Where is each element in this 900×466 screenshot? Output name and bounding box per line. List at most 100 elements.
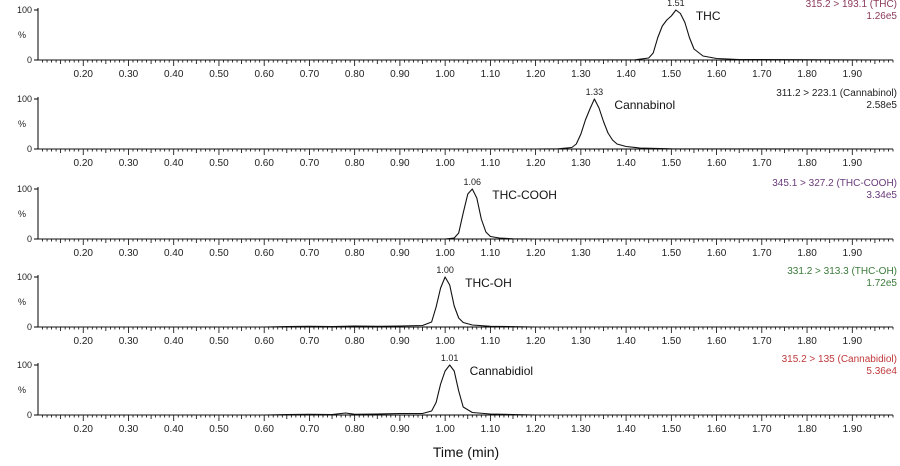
x-tick-label: 0.40 (164, 69, 184, 80)
compound-name-label: Cannabidiol (470, 364, 533, 378)
x-tick-label: 1.70 (752, 158, 772, 169)
x-tick-label: 1.20 (526, 248, 546, 259)
compound-name-label: Cannabinol (614, 98, 675, 112)
mrm-transition-label: 331.2 > 313.3 (THC-OH) (787, 266, 897, 277)
x-tick-label: 1.20 (526, 424, 546, 435)
x-tick-label: 0.50 (209, 424, 229, 435)
x-tick-label: 0.20 (74, 336, 94, 347)
x-tick-label: 1.40 (616, 336, 636, 347)
x-tick-label: 0.70 (300, 248, 320, 259)
x-tick-label: 1.20 (526, 336, 546, 347)
x-tick-label: 1.30 (571, 336, 591, 347)
x-tick-label: 0.30 (119, 424, 139, 435)
chromatogram-trace-cannabinol (38, 98, 894, 150)
y-axis-percent-label: % (18, 297, 26, 307)
x-tick-label: 1.10 (481, 336, 501, 347)
x-tick-label: 0.30 (119, 248, 139, 259)
peak-retention-label: 1.06 (464, 177, 482, 187)
y-tick-label-0: 0 (27, 55, 32, 65)
x-tick-label: 1.30 (571, 69, 591, 80)
compound-name-label: THC-COOH (492, 188, 557, 202)
mrm-transition-label: 315.2 > 193.1 (THC) (806, 0, 897, 10)
x-tick-label: 1.50 (662, 69, 682, 80)
x-tick-label: 1.00 (435, 248, 455, 259)
y-tick-label-100: 100 (17, 272, 32, 282)
x-tick-label: 0.60 (254, 248, 274, 259)
x-tick-label: 1.50 (662, 248, 682, 259)
x-tick-label: 1.50 (662, 424, 682, 435)
intensity-label: 2.58e5 (866, 100, 897, 111)
x-tick-label: 0.80 (345, 69, 365, 80)
x-tick-label: 1.90 (843, 69, 863, 80)
x-tick-label: 1.10 (481, 69, 501, 80)
x-tick-label: 0.50 (209, 336, 229, 347)
x-tick-label: 1.50 (662, 336, 682, 347)
x-tick-label: 0.30 (119, 158, 139, 169)
peak-retention-label: 1.01 (441, 353, 459, 363)
x-tick-label: 1.00 (435, 69, 455, 80)
y-axis-percent-label: % (18, 119, 26, 129)
y-tick-label-100: 100 (17, 5, 32, 15)
y-tick-label-100: 100 (17, 184, 32, 194)
x-tick-label: 0.80 (345, 158, 365, 169)
x-tick-label: 1.20 (526, 158, 546, 169)
x-tick-label: 1.90 (843, 424, 863, 435)
y-tick-label-100: 100 (17, 94, 32, 104)
y-tick-label-0: 0 (27, 234, 32, 244)
x-axis-title: Time (min) (433, 444, 499, 460)
x-tick-label: 1.70 (752, 336, 772, 347)
x-tick-label: 0.90 (390, 336, 410, 347)
x-tick-label: 1.10 (481, 424, 501, 435)
x-tick-label: 0.70 (300, 424, 320, 435)
x-tick-label: 0.90 (390, 248, 410, 259)
x-tick-label: 1.00 (435, 158, 455, 169)
intensity-label: 3.34e5 (866, 190, 897, 201)
y-axis-percent-label: % (18, 30, 26, 40)
y-axis-percent-label: % (18, 385, 26, 395)
chromatogram-trace-thc-oh (38, 276, 893, 328)
peak-retention-label: 1.33 (586, 87, 604, 97)
x-tick-label: 0.70 (300, 158, 320, 169)
mrm-transition-label: 311.2 > 223.1 (Cannabinol) (776, 88, 897, 99)
x-tick-label: 0.60 (254, 424, 274, 435)
y-tick-label-0: 0 (27, 322, 32, 332)
x-tick-label: 0.20 (74, 248, 94, 259)
x-tick-label: 0.80 (345, 248, 365, 259)
chromatogram-trace-thc-cooh (38, 188, 893, 240)
x-tick-label: 1.60 (707, 248, 727, 259)
x-tick-label: 1.40 (616, 248, 636, 259)
x-tick-label: 1.90 (843, 158, 863, 169)
y-tick-label-0: 0 (27, 144, 32, 154)
peak-retention-label: 1.51 (667, 0, 685, 8)
x-tick-label: 0.50 (209, 248, 229, 259)
y-tick-label-100: 100 (17, 360, 32, 370)
x-tick-label: 1.10 (481, 248, 501, 259)
x-tick-label: 0.40 (164, 336, 184, 347)
x-tick-label: 1.10 (481, 158, 501, 169)
x-tick-label: 1.80 (797, 158, 817, 169)
x-tick-label: 1.40 (616, 158, 636, 169)
chromatogram-trace-cannabidiol (38, 364, 893, 416)
intensity-label: 5.36e4 (866, 366, 897, 377)
x-tick-label: 0.80 (345, 424, 365, 435)
x-tick-label: 0.30 (119, 69, 139, 80)
x-tick-label: 1.40 (616, 69, 636, 80)
x-tick-label: 0.20 (74, 69, 94, 80)
x-tick-label: 0.60 (254, 158, 274, 169)
x-tick-label: 1.00 (435, 424, 455, 435)
x-tick-label: 0.90 (390, 424, 410, 435)
x-tick-label: 0.60 (254, 336, 274, 347)
intensity-label: 1.26e5 (866, 11, 897, 22)
x-tick-label: 1.60 (707, 69, 727, 80)
x-tick-label: 1.80 (797, 336, 817, 347)
x-tick-label: 1.60 (707, 336, 727, 347)
x-tick-label: 1.80 (797, 424, 817, 435)
x-tick-label: 1.80 (797, 248, 817, 259)
chromatogram-trace-thc (38, 9, 894, 61)
x-tick-label: 0.30 (119, 336, 139, 347)
x-tick-label: 0.20 (74, 424, 94, 435)
x-tick-label: 0.90 (390, 158, 410, 169)
x-tick-label: 1.00 (435, 336, 455, 347)
x-tick-label: 0.80 (345, 336, 365, 347)
